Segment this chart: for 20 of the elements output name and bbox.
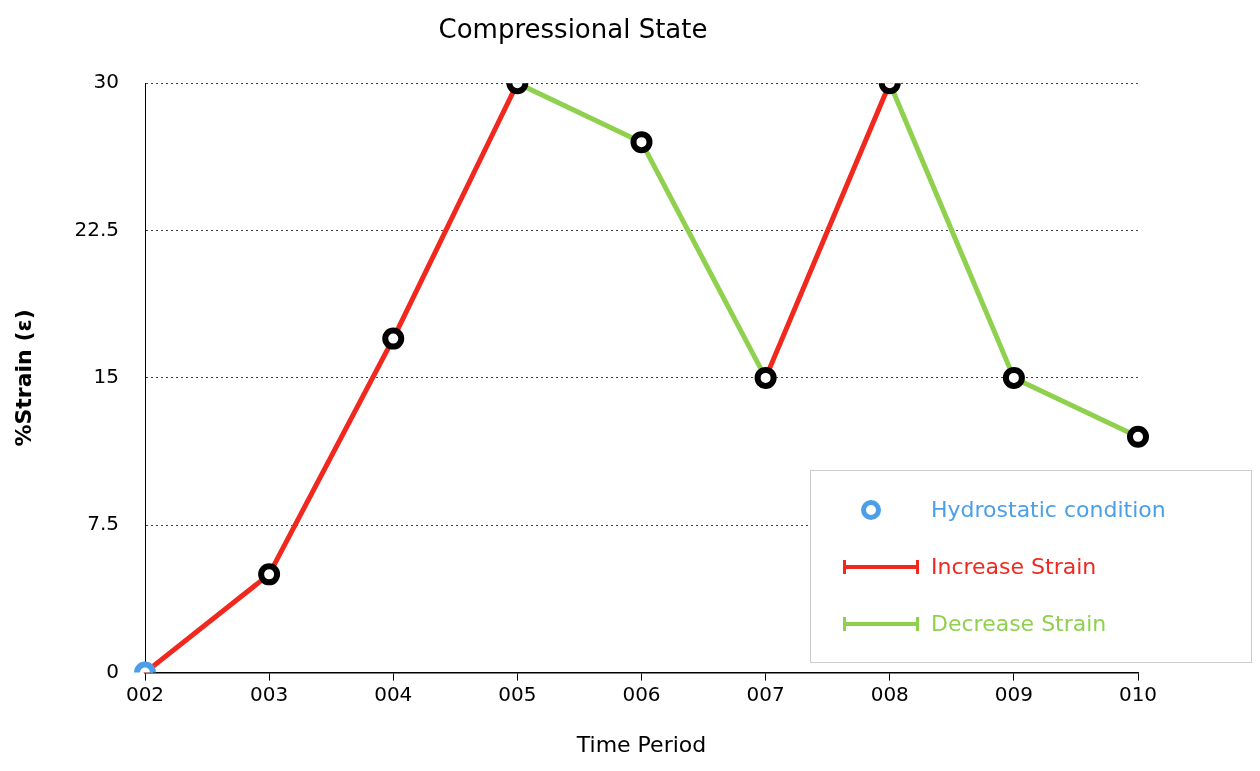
x-tick-label: 003: [250, 681, 289, 706]
x-tick-label: 010: [1118, 681, 1158, 706]
x-tick-label: 002: [125, 681, 165, 706]
y-tick-label: 7.5: [87, 511, 119, 536]
y-tick-label: 15: [93, 364, 119, 389]
x-tick-label: 008: [870, 681, 909, 706]
legend-label: Hydrostatic condition: [931, 497, 1166, 522]
legend-label: Increase Strain: [931, 554, 1097, 579]
x-tick-label: 004: [374, 681, 413, 706]
x-tick-label: 006: [622, 681, 661, 706]
y-tick-label: 30: [93, 69, 119, 94]
y-tick-label: 22.5: [74, 216, 119, 241]
x-tick-label: 005: [498, 681, 537, 706]
x-axis-title: Time Period: [575, 731, 707, 757]
chart-title: Compressional State: [438, 14, 708, 45]
y-axis-title: %Strain (ε): [10, 309, 36, 447]
y-tick-label: 0: [106, 658, 119, 683]
x-tick-label: 007: [746, 681, 785, 706]
legend-label: Decrease Strain: [931, 611, 1107, 636]
x-tick-label: 009: [994, 681, 1033, 706]
